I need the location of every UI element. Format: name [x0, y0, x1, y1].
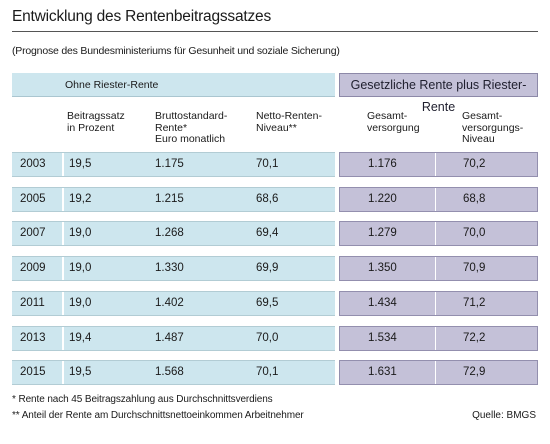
subtitle: (Prognose des Bundesministeriums für Ges…	[12, 45, 340, 57]
cell-bruttorente: 1.175	[155, 158, 184, 170]
cell-gesamtversorgung: 1.350	[368, 262, 397, 274]
column-divider	[435, 222, 436, 245]
page-title: Entwicklung des Rentenbeitragssatzes	[12, 8, 272, 25]
row-separator	[62, 153, 64, 176]
footnote-2: ** Anteil der Rente am Durchschnittsnett…	[12, 410, 304, 421]
table-row-riester: 1.350 70,9	[339, 256, 538, 281]
cell-gesamtniveau: 70,9	[463, 262, 486, 274]
band-mit-riester: Gesetzliche Rente plus Riester-Rente	[339, 73, 538, 114]
table-row: 2015 19,5 1.568 70,1	[12, 360, 335, 385]
cell-nettoniveau: 69,9	[256, 262, 279, 274]
row-separator	[62, 222, 64, 245]
cell-bruttorente: 1.330	[155, 262, 184, 274]
cell-nettoniveau: 70,1	[256, 158, 279, 170]
cell-gesamtniveau: 70,0	[463, 227, 486, 239]
cell-bruttorente: 1.568	[155, 366, 184, 378]
cell-beitragssatz: 19,4	[69, 332, 92, 344]
cell-year: 2003	[20, 158, 46, 170]
row-separator	[62, 188, 64, 211]
table-row: 2009 19,0 1.330 69,9	[12, 256, 335, 281]
cell-year: 2009	[20, 262, 46, 274]
cell-beitragssatz: 19,0	[69, 262, 92, 274]
cell-year: 2015	[20, 366, 46, 378]
cell-beitragssatz: 19,0	[69, 297, 92, 309]
cell-bruttorente: 1.268	[155, 227, 184, 239]
cell-nettoniveau: 69,5	[256, 297, 279, 309]
cell-gesamtniveau: 72,9	[463, 366, 486, 378]
table-row: 2013 19,4 1.487 70,0	[12, 326, 335, 351]
cell-beitragssatz: 19,5	[69, 158, 92, 170]
row-separator	[62, 361, 64, 384]
cell-gesamtversorgung: 1.534	[368, 332, 397, 344]
table-row-riester: 1.220 68,8	[339, 187, 538, 212]
footnote-1: * Rente nach 45 Beitragszahlung aus Durc…	[12, 394, 273, 405]
table-row-riester: 1.534 72,2	[339, 326, 538, 351]
header-gesamtversorgungsniveau: Gesamt- versorgungs- Niveau	[462, 110, 524, 145]
column-divider	[435, 361, 436, 384]
table-row: 2003 19,5 1.175 70,1	[12, 152, 335, 177]
cell-gesamtniveau: 70,2	[463, 158, 486, 170]
cell-beitragssatz: 19,2	[69, 193, 92, 205]
cell-gesamtniveau: 72,2	[463, 332, 486, 344]
cell-gesamtversorgung: 1.279	[368, 227, 397, 239]
column-divider	[435, 327, 436, 350]
header-beitragssatz: Beitragssatz in Prozent	[67, 110, 125, 134]
table-row-riester: 1.176 70,2	[339, 152, 538, 177]
cell-year: 2011	[20, 297, 45, 309]
cell-beitragssatz: 19,5	[69, 366, 92, 378]
table-row-riester: 1.631 72,9	[339, 360, 538, 385]
cell-year: 2013	[20, 332, 46, 344]
cell-gesamtversorgung: 1.220	[368, 193, 397, 205]
cell-gesamtniveau: 71,2	[463, 297, 486, 309]
column-divider	[435, 257, 436, 280]
table-row-riester: 1.279 70,0	[339, 221, 538, 246]
cell-year: 2005	[20, 193, 46, 205]
band-ohne-riester: Ohne Riester-Rente	[12, 73, 335, 97]
header-netto-rentenniveau: Netto-Renten- Niveau**	[256, 110, 322, 134]
row-separator	[62, 327, 64, 350]
cell-gesamtniveau: 68,8	[463, 193, 486, 205]
row-separator	[62, 257, 64, 280]
cell-gesamtversorgung: 1.176	[368, 158, 397, 170]
table-row: 2007 19,0 1.268 69,4	[12, 221, 335, 246]
column-divider	[435, 153, 436, 176]
column-divider	[435, 292, 436, 315]
cell-nettoniveau: 70,0	[256, 332, 279, 344]
cell-nettoniveau: 70,1	[256, 366, 279, 378]
table-row-riester: 1.434 71,2	[339, 291, 538, 316]
row-separator	[62, 292, 64, 315]
cell-beitragssatz: 19,0	[69, 227, 92, 239]
source-label: Quelle: BMGS	[472, 410, 536, 421]
table-row: 2005 19,2 1.215 68,6	[12, 187, 335, 212]
cell-bruttorente: 1.487	[155, 332, 184, 344]
cell-gesamtversorgung: 1.434	[368, 297, 397, 309]
cell-bruttorente: 1.402	[155, 297, 184, 309]
cell-nettoniveau: 68,6	[256, 193, 279, 205]
cell-bruttorente: 1.215	[155, 193, 184, 205]
cell-gesamtversorgung: 1.631	[368, 366, 397, 378]
column-divider	[435, 188, 436, 211]
title-divider	[12, 31, 538, 32]
table-row: 2011 19,0 1.402 69,5	[12, 291, 335, 316]
cell-year: 2007	[20, 227, 46, 239]
cell-nettoniveau: 69,4	[256, 227, 279, 239]
header-gesamtversorgung: Gesamt- versorgung	[367, 110, 420, 134]
header-bruttostandardrente: Bruttostandard- Rente* Euro monatlich	[155, 110, 228, 145]
